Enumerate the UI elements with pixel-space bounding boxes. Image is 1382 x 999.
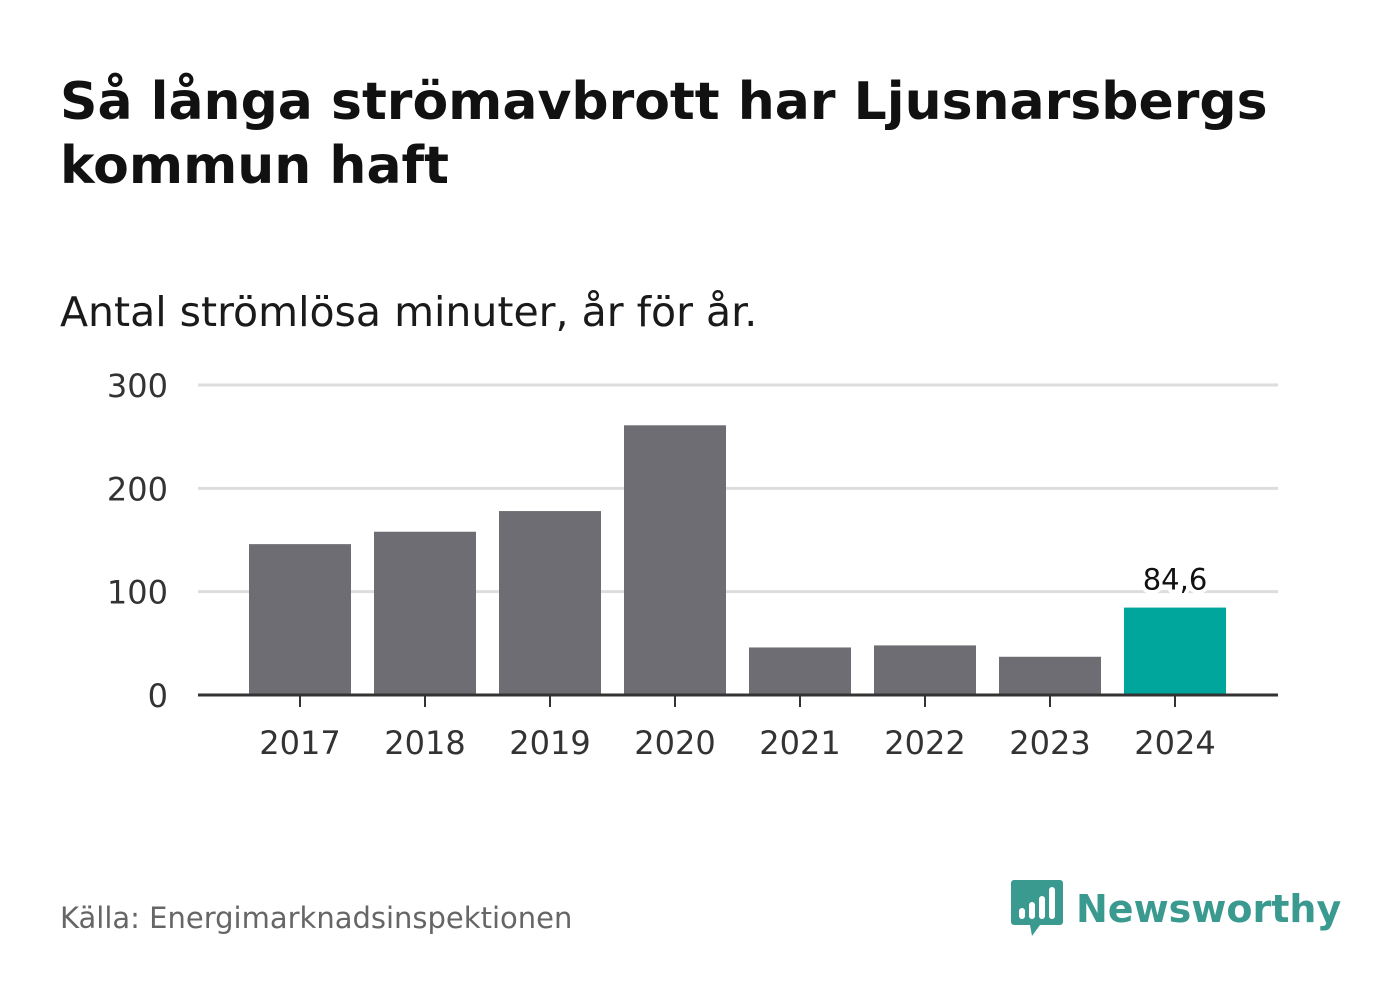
x-tick-label: 2017 bbox=[259, 724, 340, 762]
y-tick-label: 0 bbox=[148, 677, 168, 715]
data-label: 84,6 bbox=[1143, 563, 1208, 597]
bar-2022 bbox=[874, 645, 976, 695]
x-tick-label: 2024 bbox=[1134, 724, 1215, 762]
bar-2020 bbox=[624, 425, 726, 695]
y-axis-labels: 0 100 200 300 bbox=[107, 367, 168, 715]
y-tick-label: 100 bbox=[107, 574, 168, 612]
x-tick-label: 2020 bbox=[634, 724, 715, 762]
x-axis bbox=[198, 693, 1278, 707]
brand-name: Newsworthy bbox=[1076, 887, 1342, 931]
grid-layer bbox=[198, 383, 1278, 594]
newsworthy-logo-icon bbox=[1011, 880, 1063, 936]
bar-2021 bbox=[749, 647, 851, 695]
x-axis-labels: 2017 2018 2019 2020 2021 2022 2023 2024 bbox=[259, 724, 1215, 762]
x-tick-label: 2018 bbox=[384, 724, 465, 762]
bar-2023 bbox=[999, 656, 1101, 695]
x-tick-label: 2021 bbox=[759, 724, 840, 762]
data-labels: 84,684,6 bbox=[1139, 559, 1212, 601]
brand-logo: Newsworthy bbox=[1010, 878, 1341, 940]
chart-subtitle: Antal strömlösa minuter, år för år. bbox=[60, 288, 758, 336]
x-tick-label: 2019 bbox=[509, 724, 590, 762]
data-label-halo: 84,6 bbox=[1143, 563, 1208, 597]
y-tick-label: 200 bbox=[107, 470, 168, 508]
y-tick-label: 300 bbox=[107, 367, 168, 405]
bar-2017 bbox=[249, 544, 351, 695]
x-tick-label: 2022 bbox=[884, 724, 965, 762]
chart-title: Så långa strömavbrott har Ljusnarsbergs … bbox=[60, 72, 1268, 196]
source-note: Källa: Energimarknadsinspektionen bbox=[60, 901, 573, 935]
bar-2024 bbox=[1124, 607, 1226, 695]
bars bbox=[249, 425, 1226, 695]
bar-2018 bbox=[374, 531, 476, 695]
x-tick-label: 2023 bbox=[1009, 724, 1090, 762]
bar-2019 bbox=[499, 511, 601, 695]
